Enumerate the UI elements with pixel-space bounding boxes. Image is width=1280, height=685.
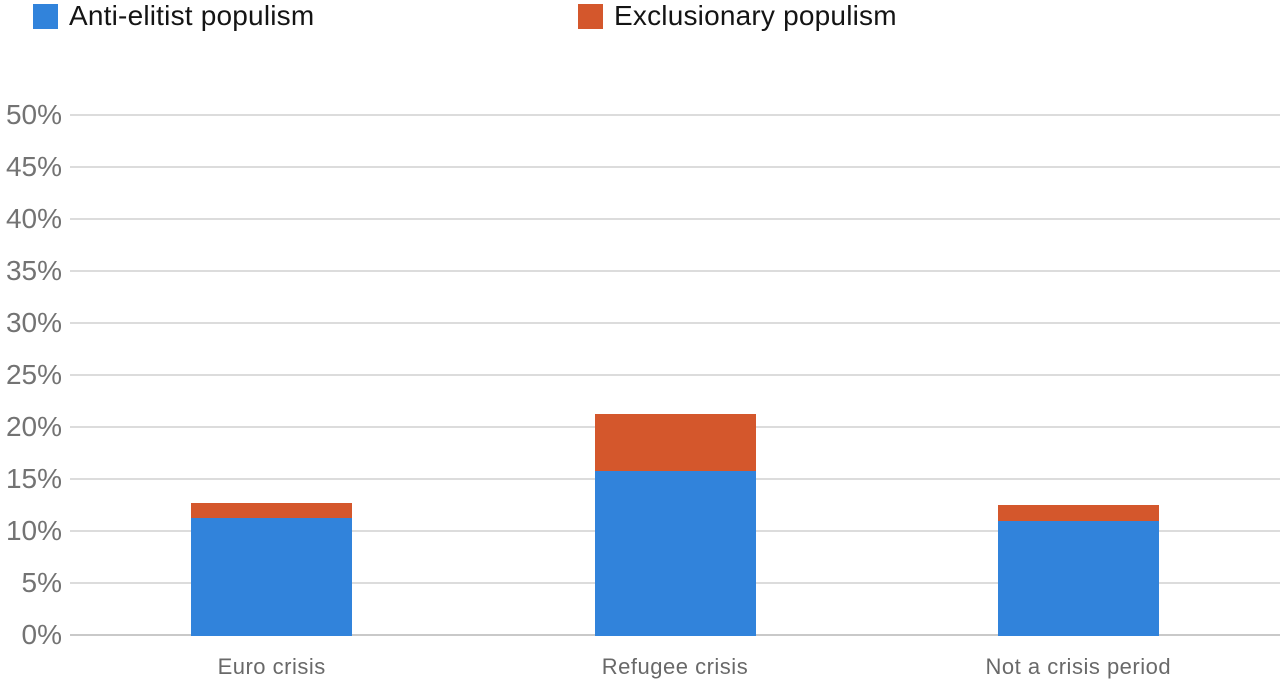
bar-segment-exclusionary [191, 502, 353, 519]
legend-label-exclusionary: Exclusionary populism [614, 0, 897, 31]
bar-segment-exclusionary [997, 504, 1159, 521]
bar-segment-anti-elitist [191, 518, 353, 636]
y-tick-label: 10% [5, 515, 62, 546]
legend-item-exclusionary: Exclusionary populism [578, 2, 897, 30]
gridline [70, 114, 1280, 116]
x-category-label: Refugee crisis [601, 654, 749, 679]
legend-swatch-anti-elitist-icon [33, 3, 58, 29]
bar-segment-exclusionary [594, 414, 756, 471]
y-tick-label: 0% [21, 619, 62, 650]
y-tick-label: 5% [21, 567, 62, 598]
x-category-label: Not a crisis period [985, 654, 1172, 679]
y-tick-label: 35% [5, 255, 62, 286]
y-tick-label: 20% [5, 411, 62, 442]
legend-item-anti-elitist: Anti-elitist populism [33, 2, 314, 30]
gridline [70, 218, 1280, 220]
y-tick-label: 50% [5, 99, 62, 130]
gridline [70, 322, 1280, 324]
gridline [70, 166, 1280, 168]
gridline [70, 270, 1280, 272]
y-tick-label: 25% [5, 359, 62, 390]
legend-swatch-exclusionary-icon [578, 3, 603, 29]
bar-segment-anti-elitist [997, 520, 1159, 636]
y-tick-label: 15% [5, 463, 62, 494]
y-tick-label: 40% [5, 203, 62, 234]
y-tick-label: 30% [5, 307, 62, 338]
gridline [70, 374, 1280, 376]
bar-segment-anti-elitist [594, 470, 756, 636]
y-tick-label: 45% [5, 151, 62, 182]
legend-label-anti-elitist: Anti-elitist populism [69, 0, 315, 31]
x-category-label: Euro crisis [217, 654, 326, 679]
